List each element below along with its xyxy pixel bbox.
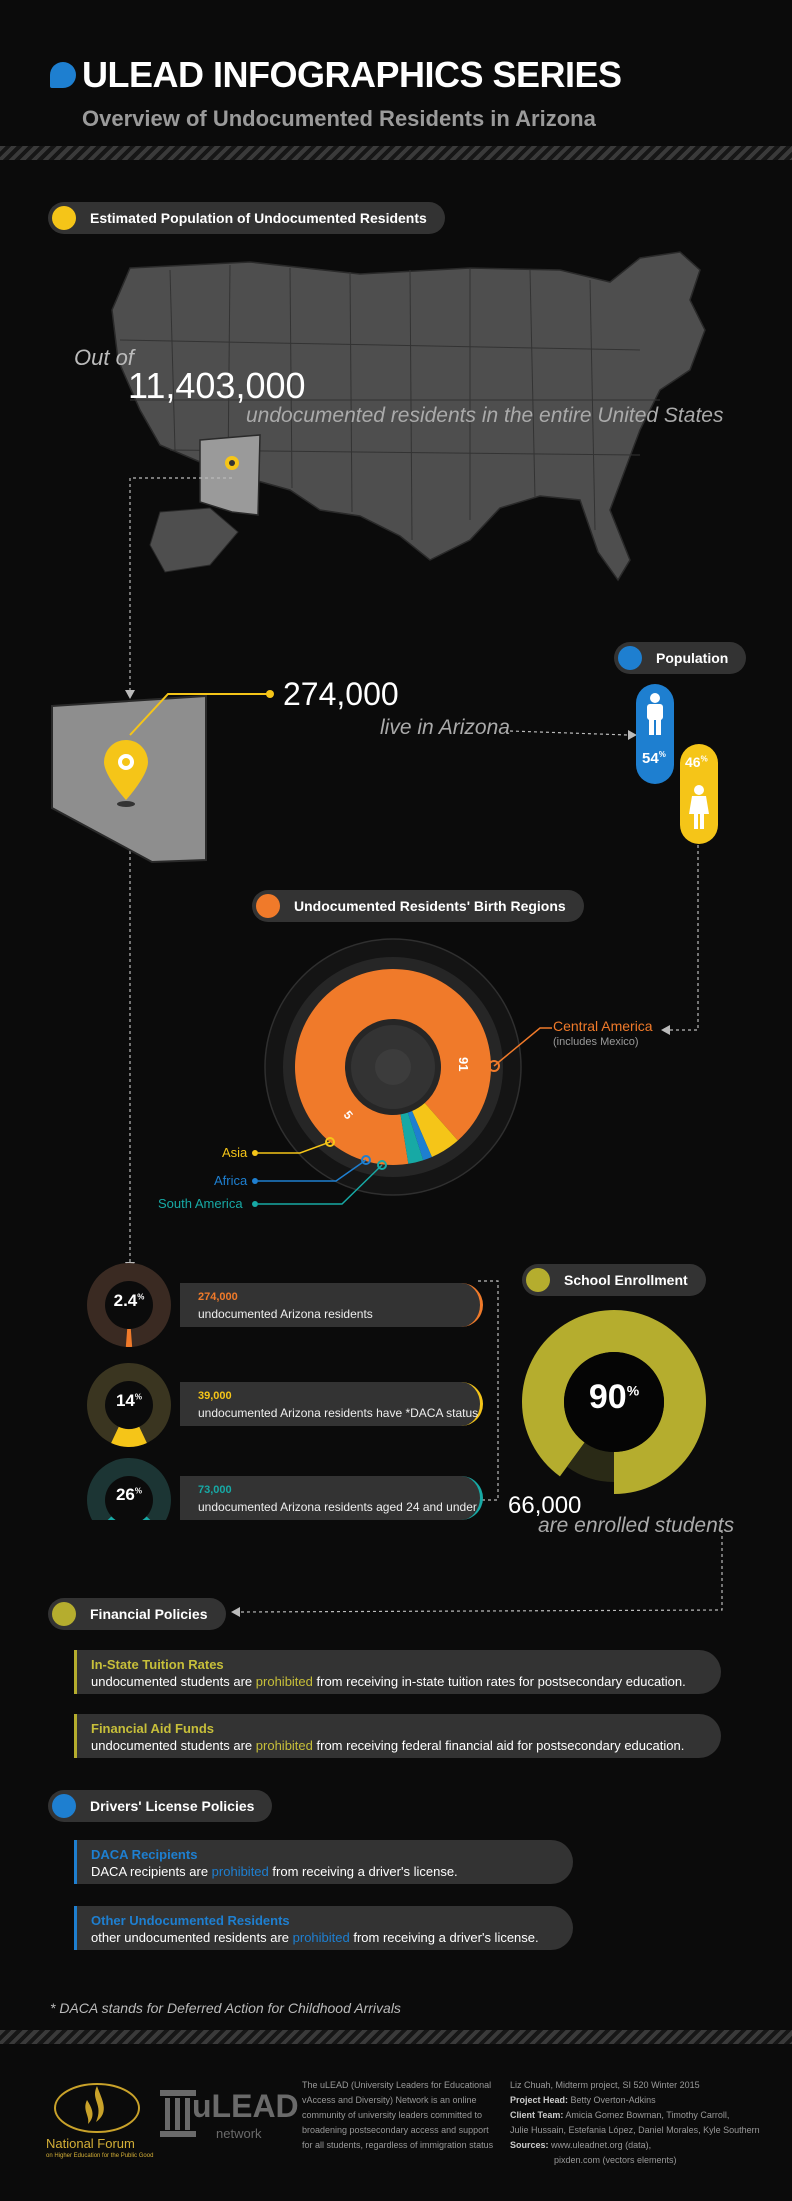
stat-1-number: 274,000	[198, 1291, 238, 1303]
trend-chart-icon	[52, 1794, 76, 1818]
ulead-pillar-icon	[160, 2090, 196, 2137]
enrollment-section-label: School Enrollment	[522, 1264, 706, 1296]
financial-section-label: Financial Policies	[48, 1598, 226, 1630]
globe-icon	[256, 894, 280, 918]
male-bar: 54%	[636, 684, 674, 784]
arizona-map-highlight	[199, 434, 261, 516]
enrollment-donut-hole	[564, 1352, 664, 1452]
ulead-about-text: The uLEAD (University Leaders for Educat…	[302, 2080, 494, 2150]
stat-ring-2-hole	[105, 1381, 153, 1429]
national-forum-name: National Forum	[46, 2136, 135, 2151]
gender-section-label: Population	[614, 642, 747, 674]
us-map	[111, 251, 706, 582]
stat-ring-1-hole	[105, 1281, 153, 1329]
us-total-number: 11,403,000	[128, 365, 306, 406]
stat-bar-1: 274,000 undocumented Arizona residents	[180, 1283, 483, 1327]
stat-1-text: undocumented Arizona residents	[198, 1307, 373, 1321]
prohibited-keyword: prohibited	[255, 1738, 313, 1753]
stat-2-number: 39,000	[198, 1390, 232, 1402]
ulead-logo-text: uLEAD	[192, 2088, 299, 2124]
enrollment-caption: are enrolled students	[538, 1514, 735, 1537]
person-icon	[618, 646, 642, 670]
page-subtitle: Overview of Undocumented Residents in Ar…	[82, 106, 596, 131]
drivers-policy-1: DACA Recipients DACA recipients are proh…	[74, 1840, 573, 1884]
stat-2-text: undocumented Arizona residents have *DAC…	[198, 1406, 479, 1420]
prohibited-keyword: prohibited	[255, 1674, 313, 1689]
prohibited-keyword: prohibited	[292, 1930, 350, 1945]
prohibited-keyword: prohibited	[211, 1864, 269, 1879]
stat-3-text: undocumented Arizona residents aged 24 a…	[198, 1500, 477, 1514]
female-percent-value: 46	[685, 754, 701, 770]
male-icon	[647, 693, 663, 735]
stat-bar-3: 73,000 undocumented Arizona residents ag…	[180, 1476, 483, 1520]
location-pin-icon	[52, 206, 76, 230]
stat-ring-2-fill	[111, 1426, 147, 1447]
enrollment-enrolled-slice	[522, 1310, 706, 1494]
central-america-label: Central America	[553, 1018, 653, 1034]
stat-2-percent: 14	[115, 1391, 135, 1410]
female-icon	[689, 785, 709, 829]
region-callout-lines	[252, 1027, 552, 1207]
enrollment-not-enrolled-slice	[566, 1442, 614, 1482]
male-percent-value: 54	[642, 750, 659, 767]
financial-policy-1-title: In-State Tuition Rates	[91, 1657, 224, 1672]
daca-footnote: * DACA stands for Deferred Action for Ch…	[50, 2000, 401, 2016]
africa-slice	[407, 1111, 432, 1161]
header-logo-icon	[50, 62, 76, 88]
asia-slice	[412, 1103, 458, 1157]
page-title: ULEAD INFOGRAPHICS SERIES	[82, 54, 622, 95]
enrollment-percent: 90	[588, 1378, 627, 1416]
bottom-divider	[0, 2030, 792, 2044]
stat-ring-3-fill	[107, 1516, 151, 1520]
ulead-logo-sub: network	[216, 2126, 262, 2141]
drivers-policy-2-title: Other Undocumented Residents	[91, 1913, 290, 1928]
financial-policy-1: In-State Tuition Rates undocumented stud…	[74, 1650, 721, 1694]
stat-ring-1-fill	[125, 1328, 133, 1347]
credits-text: Liz Chuah, Midterm project, SI 520 Winte…	[510, 2080, 760, 2165]
us-total-caption: undocumented residents in the entire Uni…	[246, 404, 724, 427]
population-section-label: Estimated Population of Undocumented Res…	[48, 202, 445, 234]
south-america-slice	[400, 1112, 424, 1164]
arizona-total-caption: live in Arizona	[380, 716, 510, 739]
us-intro-text: Out of	[74, 345, 134, 370]
female-bar: 46%	[680, 744, 718, 844]
central-america-slice-label: 91	[456, 1057, 471, 1071]
central-america-note: (includes Mexico)	[553, 1036, 639, 1048]
financial-policy-2-title: Financial Aid Funds	[91, 1721, 215, 1736]
birth-regions-section-label: Undocumented Residents' Birth Regions	[252, 890, 584, 922]
stat-ring-3-hole	[105, 1476, 153, 1520]
drivers-section-label: Drivers' License Policies	[48, 1790, 273, 1822]
drivers-policy-2: Other Undocumented Residents other undoc…	[74, 1906, 573, 1950]
central-america-slice	[294, 969, 491, 1165]
student-icon	[526, 1268, 550, 1292]
enrollment-donut	[522, 1310, 706, 1494]
africa-label: Africa	[214, 1173, 248, 1188]
national-forum-logo-icon	[54, 2083, 140, 2133]
drivers-policy-1-title: DACA Recipients	[91, 1847, 198, 1862]
asia-label: Asia	[222, 1145, 248, 1160]
birth-regions-donut: 91 5	[264, 938, 522, 1196]
top-divider	[0, 146, 792, 160]
trend-chart-icon	[52, 1602, 76, 1626]
enrollment-count: 66,000	[508, 1492, 582, 1519]
stat-bar-2: 39,000 undocumented Arizona residents ha…	[180, 1382, 483, 1426]
stat-3-number: 73,000	[198, 1484, 232, 1496]
arizona-map	[51, 694, 207, 864]
stat-1-percent: 2.4	[113, 1291, 138, 1310]
stat-rings	[87, 1263, 171, 1520]
south-america-label: South America	[158, 1196, 243, 1211]
stat-3-percent: 26	[115, 1485, 135, 1504]
national-forum-tagline: on Higher Education for the Public Good	[46, 2153, 154, 2159]
financial-policy-2: Financial Aid Funds undocumented student…	[74, 1714, 721, 1758]
arizona-total-number: 274,000	[283, 676, 399, 712]
alaska-shape	[149, 507, 239, 573]
